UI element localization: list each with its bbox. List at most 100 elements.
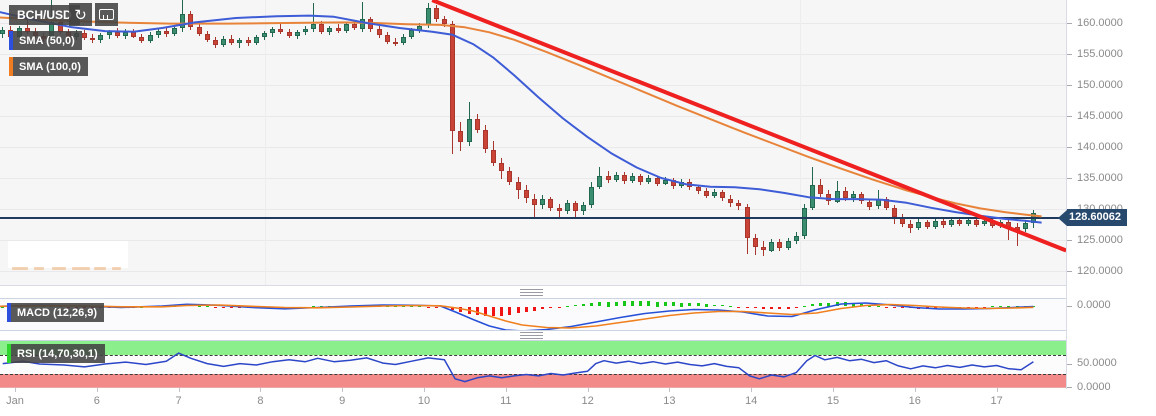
macd-histogram-bar [770,306,774,310]
macd-histogram-bar [549,306,553,308]
macd-histogram-bar [786,306,790,309]
macd-histogram-bar [688,302,692,307]
macd-histogram-bar [1015,305,1019,307]
time-axis-tick [669,388,671,392]
candle [441,19,447,24]
candle [180,13,186,28]
macd-histogram-bar [647,301,651,307]
time-axis-tick [996,388,998,392]
candle [401,36,407,44]
macd-histogram-bar [672,302,675,307]
symbol-text: BCH/USD [17,8,72,22]
time-axis-label: 7 [175,395,182,407]
candle [654,178,660,184]
watermark-dash [112,267,121,270]
macd-histogram-bar [410,306,414,308]
macd-color-bar [7,303,11,322]
candle [90,37,96,41]
candle [114,32,120,36]
price-axis-label: 140.0000 [1077,140,1123,153]
macd-histogram-bar [696,303,700,307]
sma50-legend[interactable]: SMA (50,0) [9,31,82,50]
candle [932,221,938,227]
candle [842,191,848,198]
candle [613,174,619,180]
candle [278,29,284,33]
candle [409,30,415,37]
candle [319,23,325,32]
rsi-line [2,352,1034,383]
horizontal-gridline [0,54,1066,55]
time-axis-tick [587,388,589,392]
sma50-color-bar [9,31,13,50]
time-axis-tick [342,388,344,392]
candle [172,28,177,35]
sma100-legend[interactable]: SMA (100,0) [9,57,88,76]
candle [891,207,897,218]
macd-histogram-bar [230,306,234,308]
time-axis-label: 16 [908,395,921,407]
macd-histogram-bar [655,301,659,307]
macd-histogram-bar [598,302,602,307]
watermark-dash [52,267,66,270]
sma50-label: SMA (50,0) [19,34,75,47]
candle [523,190,529,199]
candle [515,181,521,191]
time-axis-label: 9 [339,395,346,407]
candle [376,29,382,36]
candle [237,40,243,43]
rsi-legend[interactable]: RSI (14,70,30,1) [7,344,105,363]
candle [482,129,488,150]
candle [564,203,570,212]
macd-histogram-bar [860,303,864,307]
candle [188,13,194,28]
time-axis-tick [424,388,425,392]
candle-wick [313,3,315,33]
macd-histogram-bar [508,306,512,315]
candle [450,23,456,131]
candle [98,35,104,41]
watermark-dash [94,267,106,270]
macd-histogram-bar [606,302,610,307]
rsi-panel-resize-handle[interactable] [520,332,543,339]
axis-tick-mark [1067,116,1072,117]
candle [286,32,292,36]
candle [163,31,169,35]
candle [204,34,210,40]
candle [965,219,971,224]
macd-histogram-bar [753,306,757,309]
refresh-button[interactable]: ↻ [69,3,92,26]
macd-histogram-bar [966,306,970,308]
axis-tick-mark [1067,271,1072,272]
candle [777,241,783,249]
time-axis-label: Jan [6,395,24,407]
sma100-line [0,16,1042,218]
candle [106,32,112,36]
candle-wick [1008,220,1010,240]
candle [752,237,758,247]
macd-histogram-bar [851,303,855,307]
macd-panel-resize-handle[interactable] [520,289,543,296]
macd-histogram-bar [729,306,733,307]
rsi-level-70-line [0,355,1066,356]
macd-histogram-bar [631,301,635,307]
candle [630,176,636,182]
price-axis-label: 145.0000 [1077,109,1123,122]
candle [147,34,153,41]
horizontal-gridline [0,116,1066,117]
horizontal-gridline [0,178,1066,179]
macd-histogram-bar [532,306,536,311]
macd-histogram-bar [876,305,880,307]
time-axis-tick [505,388,507,392]
macd-histogram-bar [794,306,798,308]
current-price-badge: 128.60062 [1058,209,1127,227]
candle [540,199,546,206]
macd-histogram-bar [483,306,487,317]
candle [589,186,595,206]
watermark-dash [72,267,90,270]
candle [793,235,799,241]
macd-histogram-bar [901,306,904,308]
macd-histogram-bar [663,301,667,307]
macd-legend[interactable]: MACD (12,26,9) [7,303,105,322]
measure-button[interactable] [95,3,118,26]
